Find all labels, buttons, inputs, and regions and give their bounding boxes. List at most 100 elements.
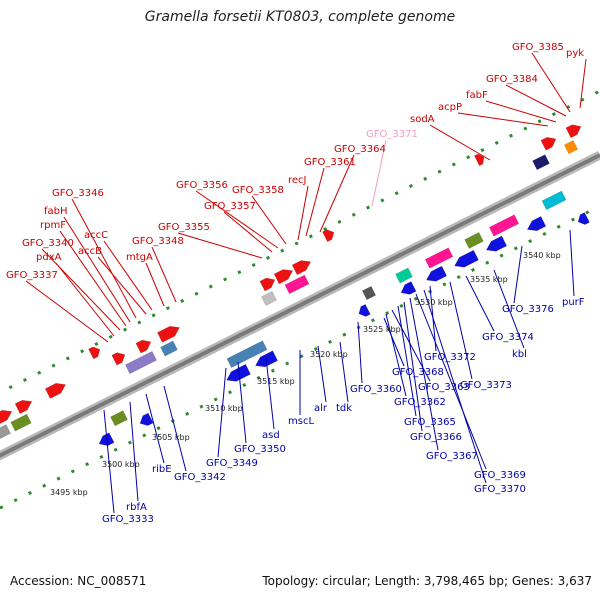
top-leader-line xyxy=(55,262,115,337)
top-gene-label: rpmF xyxy=(40,220,66,231)
top-leader-line xyxy=(531,52,571,113)
bottom-leader-line xyxy=(339,341,349,403)
feature-box xyxy=(464,232,484,249)
forward-gene xyxy=(474,153,485,167)
top-gene-label: GFO_3357 xyxy=(204,201,256,212)
top-gene-label: GFO_3364 xyxy=(334,144,386,155)
top-gene-label: mtgA xyxy=(126,252,153,263)
bottom-gene-label: GFO_3342 xyxy=(174,472,226,483)
top-gene-label: accB xyxy=(78,246,102,257)
top-leader-line xyxy=(457,112,549,127)
forward-gene xyxy=(540,137,557,151)
bottom-leader-line xyxy=(429,285,437,352)
top-gene-label: sodA xyxy=(410,114,435,125)
bottom-leader-line xyxy=(449,281,473,380)
feature-box xyxy=(395,267,413,284)
bottom-leader-line xyxy=(217,367,227,458)
top-gene-labels: GFO_3337 pdxA GFO_3340 rpmF fabH GFO_3346 accB… xyxy=(6,42,584,281)
bottom-gene-label: GFO_3362 xyxy=(394,397,446,408)
forward-gene xyxy=(111,352,126,366)
feature-box xyxy=(124,350,157,375)
reverse-gene xyxy=(226,363,251,382)
top-leader-line xyxy=(297,185,309,241)
bottom-leader-line xyxy=(493,269,525,349)
bottom-leader-line xyxy=(163,385,187,472)
bottom-gene-label: GFO_3365 xyxy=(404,417,456,428)
bottom-gene-label: tdk xyxy=(336,403,352,414)
bottom-gene-label: GFO_3373 xyxy=(460,380,512,391)
bottom-leader-line xyxy=(237,361,247,444)
bottom-leader-line xyxy=(385,313,407,397)
bottom-gene-label: purF xyxy=(562,297,585,308)
reverse-gene xyxy=(577,212,590,225)
feature-box xyxy=(160,340,178,357)
reverse-gene xyxy=(139,412,154,426)
top-leader-line xyxy=(63,216,131,323)
reverse-gene xyxy=(486,235,508,252)
bottom-leader-line xyxy=(357,321,363,384)
bottom-gene-label: GFO_3360 xyxy=(350,384,402,395)
scale-labels: 3495 kbp 3500 kbp 3505 kbp 3510 kbp 3515 kbp… xyxy=(50,251,561,497)
bottom-gene-label: kbl xyxy=(512,349,527,360)
accession-text: Accession: NC_008571 xyxy=(10,574,147,588)
reverse-gene xyxy=(400,281,417,295)
feature-box xyxy=(563,140,579,155)
forward-gene xyxy=(14,399,33,414)
forward-gene xyxy=(273,269,294,285)
bottom-gene-label: rbfA xyxy=(126,502,147,513)
bottom-leader-line xyxy=(103,409,115,514)
feature-box xyxy=(488,214,520,237)
bottom-leader-line xyxy=(569,229,575,297)
bottom-gene-label: GFO_3350 xyxy=(234,444,286,455)
top-leader-line xyxy=(251,195,287,245)
scale-tick-label: 3535 kbp xyxy=(470,275,508,284)
top-gene-label: fabH xyxy=(44,206,68,217)
map-title: Gramella forsetii KT0803, complete genom… xyxy=(144,9,456,25)
top-gene-label: accC xyxy=(84,230,108,241)
feature-box xyxy=(424,247,454,269)
bottom-gene-label: GFO_3370 xyxy=(474,484,526,495)
bottom-gene-label: alr xyxy=(314,403,328,414)
bottom-gene-label: GFO_3372 xyxy=(424,352,476,363)
forward-gene xyxy=(291,260,312,276)
leader-lines xyxy=(25,52,587,514)
top-gene-label: pyk xyxy=(566,48,584,59)
top-leader-line xyxy=(579,58,587,109)
bottom-leader-line xyxy=(423,289,487,484)
top-gene-label: GFO_3346 xyxy=(52,188,104,199)
top-leader-line xyxy=(97,256,147,315)
genome-summary-text: Topology: circular; Length: 3,798,465 bp… xyxy=(262,574,592,588)
bottom-gene-label: GFO_3363 xyxy=(418,382,470,393)
feature-box xyxy=(110,410,128,427)
bottom-leader-line xyxy=(465,275,495,332)
bottom-leader-line xyxy=(513,245,523,304)
top-gene-label: recJ xyxy=(288,175,307,186)
forward-gene xyxy=(259,277,276,292)
upper-tick-guide xyxy=(0,89,600,395)
bottom-gene-label: GFO_3368 xyxy=(392,367,444,378)
top-gene-label: GFO_3361 xyxy=(304,157,356,168)
feature-box xyxy=(261,290,277,306)
top-gene-label: GFO_3384 xyxy=(486,74,538,85)
reverse-gene xyxy=(358,304,371,317)
reverse-gene xyxy=(426,265,448,282)
bottom-gene-label: mscL xyxy=(288,416,314,427)
scale-tick-label: 3520 kbp xyxy=(310,350,348,359)
top-leader-line xyxy=(25,280,109,343)
bottom-leader-line xyxy=(129,401,139,502)
feature-box xyxy=(541,190,567,211)
reverse-gene xyxy=(454,249,479,268)
feature-box xyxy=(284,274,310,295)
genes-layer xyxy=(0,124,590,446)
forward-gene xyxy=(565,124,582,139)
scale-tick-label: 3540 kbp xyxy=(523,251,561,260)
top-gene-label: acpP xyxy=(438,102,462,113)
top-leader-line xyxy=(59,230,127,327)
top-leader-line xyxy=(103,240,153,311)
bottom-leader-line xyxy=(403,301,423,432)
top-gene-label: GFO_3340 xyxy=(22,238,74,249)
bottom-gene-label: GFO_3376 xyxy=(502,304,554,315)
bottom-leader-line xyxy=(383,317,405,367)
